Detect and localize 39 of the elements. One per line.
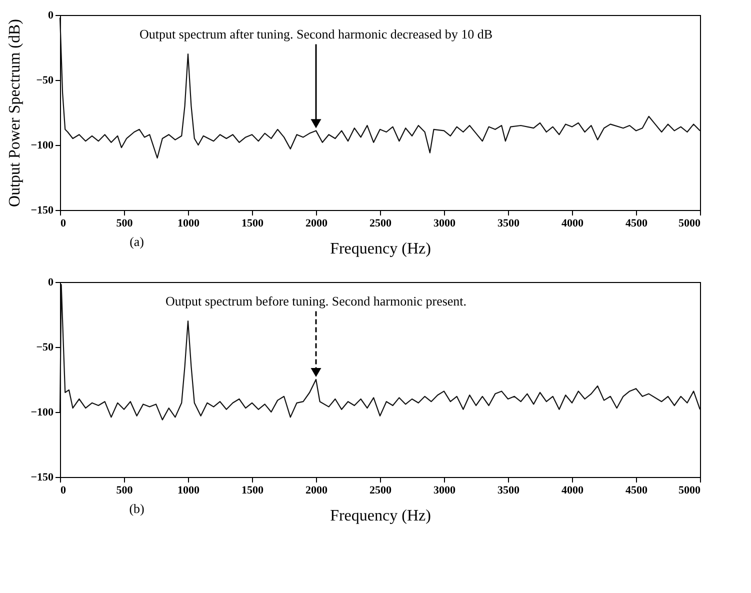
x-tick-label: 2500 bbox=[370, 484, 392, 496]
y-tick-label: −100 bbox=[30, 140, 54, 152]
x-tick-label: 1500 bbox=[242, 484, 264, 496]
x-tick-label: 1000 bbox=[178, 218, 200, 230]
x-tick-label: 1000 bbox=[178, 484, 200, 496]
y-tick-label: −50 bbox=[36, 74, 54, 86]
y-tick-label: 0 bbox=[48, 10, 54, 22]
x-tick-label: 500 bbox=[116, 484, 134, 496]
x-axis-title: Frequency (Hz) bbox=[330, 508, 431, 524]
x-tick-label: 1500 bbox=[242, 218, 264, 230]
x-tick-label: 3500 bbox=[498, 218, 520, 230]
y-tick-label: −150 bbox=[30, 472, 54, 484]
text: (a) bbox=[130, 234, 144, 249]
y-tick-label: −50 bbox=[36, 342, 54, 354]
x-tick-label: 2500 bbox=[370, 218, 392, 230]
x-tick-label: 500 bbox=[116, 218, 134, 230]
x-axis-title: Frequency (Hz) bbox=[330, 240, 431, 258]
line-series bbox=[59, 17, 701, 159]
text: (b) bbox=[129, 501, 144, 516]
x-tick-label: 5000 bbox=[678, 484, 701, 496]
y-tick-label: 0 bbox=[48, 276, 54, 288]
y-tick-label: −100 bbox=[30, 406, 54, 418]
x-tick-label: 4500 bbox=[626, 484, 648, 496]
x-tick-label: 2000 bbox=[306, 484, 328, 496]
x-tick-label: 5000 bbox=[678, 218, 701, 230]
x-tick-label: 4000 bbox=[562, 218, 584, 230]
x-tick-label: 3500 bbox=[498, 484, 520, 496]
line-series bbox=[59, 284, 701, 420]
x-tick-label: 4000 bbox=[562, 484, 584, 496]
x-tick-label: 0 bbox=[60, 484, 66, 496]
annotation: Output spectrum after tuning. Second harmonic decreased by 10 dB bbox=[139, 26, 493, 42]
x-tick-label: 3000 bbox=[434, 484, 456, 496]
x-tick-label: 2000 bbox=[306, 218, 328, 230]
y-tick-label: −150 bbox=[30, 204, 54, 216]
x-tick-label: 4500 bbox=[626, 218, 648, 230]
annotation: Output spectrum before tuning. Second harmonic present. bbox=[165, 293, 467, 308]
x-tick-label: 0 bbox=[60, 218, 66, 230]
x-tick-label: 3000 bbox=[434, 218, 456, 230]
y-axis-title: Output Power Spectrum (dB) bbox=[6, 19, 24, 207]
